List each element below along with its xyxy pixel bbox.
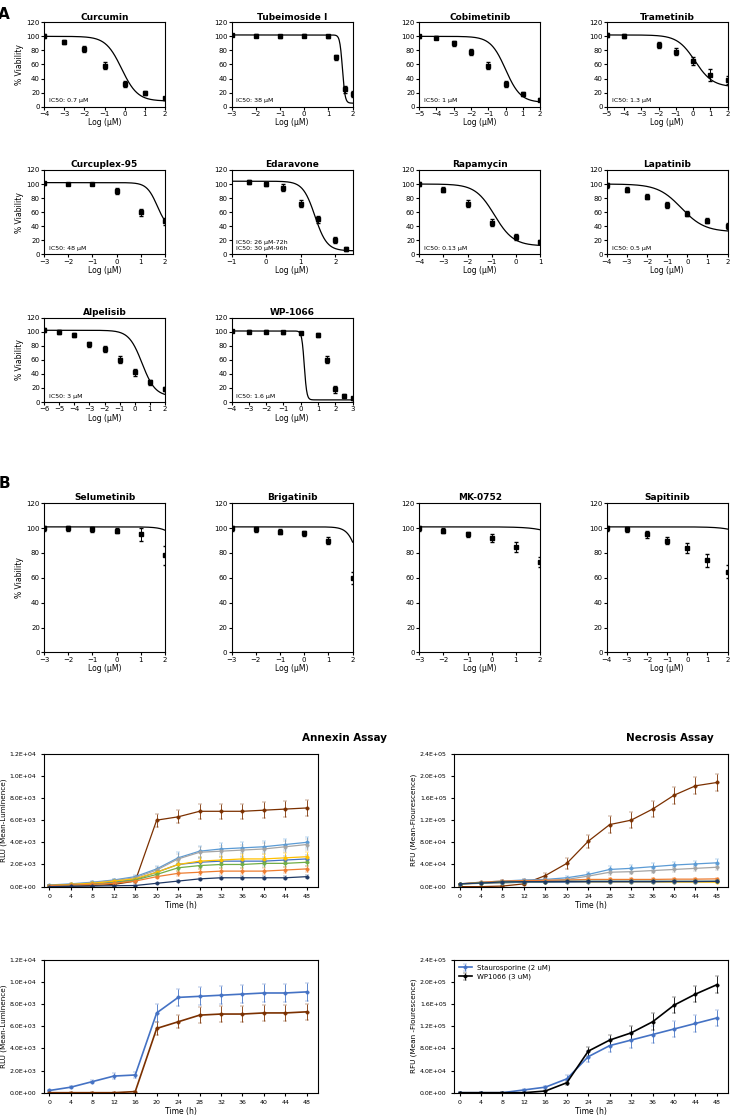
X-axis label: Log (μM): Log (μM) bbox=[463, 265, 496, 275]
Text: IC50: 0.5 μM: IC50: 0.5 μM bbox=[612, 246, 650, 251]
Text: IC50: 1 μM: IC50: 1 μM bbox=[424, 98, 457, 104]
Text: A: A bbox=[0, 7, 10, 22]
Y-axis label: % Viability: % Viability bbox=[15, 558, 24, 599]
Title: MK-0752: MK-0752 bbox=[458, 494, 501, 503]
X-axis label: Log (μM): Log (μM) bbox=[276, 265, 309, 275]
Text: IC50: 1.6 μM: IC50: 1.6 μM bbox=[237, 394, 276, 399]
Title: Tubeimoside I: Tubeimoside I bbox=[257, 12, 327, 21]
Y-axis label: RFU (Mean -Flourescence): RFU (Mean -Flourescence) bbox=[410, 979, 417, 1074]
X-axis label: Log (μM): Log (μM) bbox=[650, 265, 684, 275]
Title: Selumetinib: Selumetinib bbox=[74, 494, 135, 503]
X-axis label: Log (μM): Log (μM) bbox=[463, 663, 496, 673]
Title: Lapatinib: Lapatinib bbox=[643, 161, 691, 169]
X-axis label: Time (h): Time (h) bbox=[575, 1107, 607, 1115]
X-axis label: Log (μM): Log (μM) bbox=[650, 118, 684, 127]
Y-axis label: RLU (Mean-Luminence): RLU (Mean-Luminence) bbox=[0, 778, 7, 862]
Title: Curcumin: Curcumin bbox=[80, 12, 129, 21]
Title: WP-1066: WP-1066 bbox=[270, 308, 315, 317]
X-axis label: Log (μM): Log (μM) bbox=[276, 414, 309, 423]
Title: Sapitinib: Sapitinib bbox=[645, 494, 690, 503]
Title: Brigatinib: Brigatinib bbox=[267, 494, 318, 503]
X-axis label: Log (μM): Log (μM) bbox=[276, 663, 309, 673]
X-axis label: Log (μM): Log (μM) bbox=[650, 663, 684, 673]
X-axis label: Log (μM): Log (μM) bbox=[88, 663, 121, 673]
Y-axis label: % Viability: % Viability bbox=[15, 45, 24, 85]
Text: IC50: 3 μM: IC50: 3 μM bbox=[49, 394, 82, 399]
X-axis label: Log (μM): Log (μM) bbox=[276, 118, 309, 127]
Title: Cobimetinib: Cobimetinib bbox=[449, 12, 510, 21]
Text: IC50: 26 μM-72h
IC50: 30 μM-96h: IC50: 26 μM-72h IC50: 30 μM-96h bbox=[237, 240, 288, 251]
Legend: Staurosporine (2 uM), WP1066 (3 uM): Staurosporine (2 uM), WP1066 (3 uM) bbox=[458, 963, 552, 982]
Y-axis label: RFU (Mean-Flourescence): RFU (Mean-Flourescence) bbox=[410, 774, 417, 866]
Text: Necrosis Assay: Necrosis Assay bbox=[626, 734, 714, 744]
Text: IC50: 48 μM: IC50: 48 μM bbox=[49, 246, 86, 251]
X-axis label: Time (h): Time (h) bbox=[575, 901, 607, 910]
Y-axis label: % Viability: % Viability bbox=[15, 192, 24, 233]
Y-axis label: RLU (Mean-Luminence): RLU (Mean-Luminence) bbox=[0, 985, 7, 1068]
Text: IC50: 0.7 μM: IC50: 0.7 μM bbox=[49, 98, 88, 104]
Title: Annexin Assay: Annexin Assay bbox=[302, 734, 387, 744]
X-axis label: Time (h): Time (h) bbox=[165, 1107, 197, 1115]
Title: Alpelisib: Alpelisib bbox=[83, 308, 126, 317]
Title: Trametinib: Trametinib bbox=[639, 12, 695, 21]
X-axis label: Log (μM): Log (μM) bbox=[463, 118, 496, 127]
Text: IC50: 38 μM: IC50: 38 μM bbox=[237, 98, 274, 104]
X-axis label: Time (h): Time (h) bbox=[165, 901, 197, 910]
X-axis label: Log (μM): Log (μM) bbox=[88, 265, 121, 275]
Y-axis label: % Viability: % Viability bbox=[15, 339, 24, 380]
Title: Edaravone: Edaravone bbox=[265, 161, 319, 169]
Title: Rapamycin: Rapamycin bbox=[452, 161, 507, 169]
X-axis label: Log (μM): Log (μM) bbox=[88, 118, 121, 127]
Text: B: B bbox=[0, 476, 10, 492]
Title: Curcuplex-95: Curcuplex-95 bbox=[71, 161, 138, 169]
X-axis label: Log (μM): Log (μM) bbox=[88, 414, 121, 423]
Text: IC50: 1.3 μM: IC50: 1.3 μM bbox=[612, 98, 651, 104]
Text: IC50: 0.13 μM: IC50: 0.13 μM bbox=[424, 246, 467, 251]
